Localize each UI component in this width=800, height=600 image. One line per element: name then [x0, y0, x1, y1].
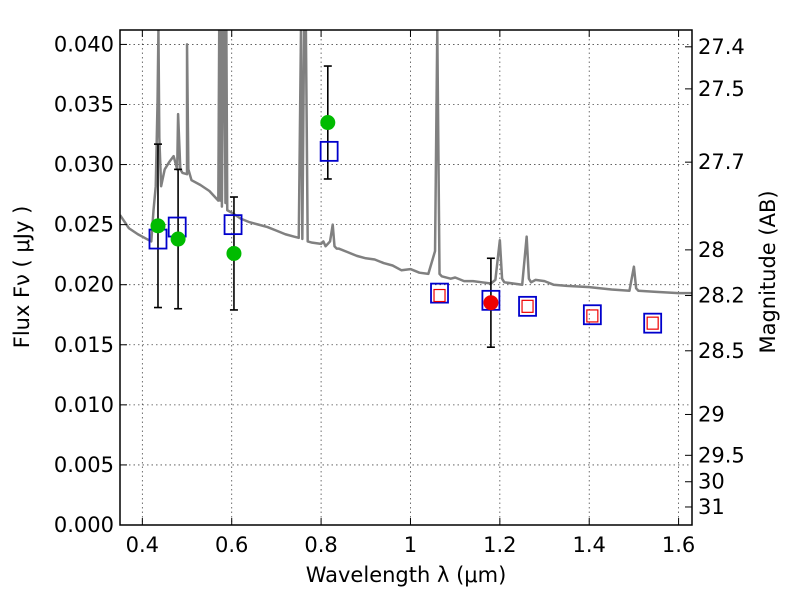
nir-inner-box	[521, 299, 534, 313]
plot-area	[120, 30, 692, 348]
nir-inner-box	[646, 316, 659, 330]
y2-tick-label: 27.7	[698, 150, 745, 174]
x-tick-label: 0.4	[126, 533, 159, 557]
model-spectrum	[120, 30, 692, 295]
y-tick-label: 0.010	[54, 393, 114, 417]
y2-tick-label: 28.2	[698, 284, 745, 308]
nir-inner-boxes	[433, 288, 659, 330]
model-box	[643, 312, 663, 334]
y2-tick-label: 28.5	[698, 339, 745, 363]
model-photometry-boxes	[148, 140, 663, 334]
y2-tick-label: 29.5	[698, 443, 745, 467]
grid	[120, 30, 692, 526]
model-spectrum-line	[120, 30, 692, 295]
model-box	[518, 295, 537, 317]
plot-background	[120, 30, 692, 525]
y2-tick-label: 28	[698, 238, 725, 262]
y2-tick-label: 27.4	[698, 35, 745, 59]
model-box	[430, 282, 449, 304]
nir-inner-box	[433, 288, 446, 303]
nir-inner-box	[586, 309, 599, 323]
observed-points	[150, 115, 499, 311]
x-tick-label: 0.6	[215, 533, 248, 557]
model-box	[319, 140, 339, 162]
y2-tick-label: 30	[698, 470, 725, 494]
observed-point-optical	[170, 231, 186, 247]
model-box	[223, 214, 243, 236]
observed-point-nir	[483, 295, 499, 311]
x-tick-label: 1.6	[662, 533, 695, 557]
y-tick-label: 0.025	[54, 213, 114, 237]
y-tick-label: 0.020	[54, 273, 114, 297]
observed-point-optical	[150, 218, 166, 234]
x-tick-label: 1	[404, 533, 417, 557]
y2-axis-title: Magnitude (AB)	[756, 190, 780, 353]
x-tick-label: 0.8	[304, 533, 337, 557]
y-axis-title: Flux Fν ( μJy )	[10, 206, 34, 349]
y-tick-label: 0.030	[54, 153, 114, 177]
model-box	[582, 304, 602, 326]
y-axis-ticks: 0.000 0.005 0.010 0.015 0.020 0.025 0.030 0.035…	[54, 32, 127, 537]
observed-point-optical	[226, 245, 242, 261]
x-tick-label: 1.4	[573, 533, 606, 557]
y-tick-label: 0.040	[54, 32, 114, 56]
y-tick-label: 0.015	[54, 333, 114, 357]
x-axis-title: Wavelength λ (μm)	[306, 563, 507, 587]
y-tick-label: 0.035	[54, 92, 114, 116]
y-tick-label: 0.005	[54, 453, 114, 477]
y-tick-label: 0.000	[54, 513, 114, 537]
y2-tick-label: 27.5	[698, 77, 745, 101]
x-axis-ticks: 0.4 0.6 0.8 1 1.2 1.4 1.6	[126, 30, 695, 557]
observed-point-optical	[320, 115, 336, 131]
plot-frame	[119, 29, 693, 526]
y2-tick-label: 29	[698, 402, 725, 426]
x-tick-label: 1.2	[483, 533, 516, 557]
y2-tick-label: 31	[698, 495, 725, 519]
